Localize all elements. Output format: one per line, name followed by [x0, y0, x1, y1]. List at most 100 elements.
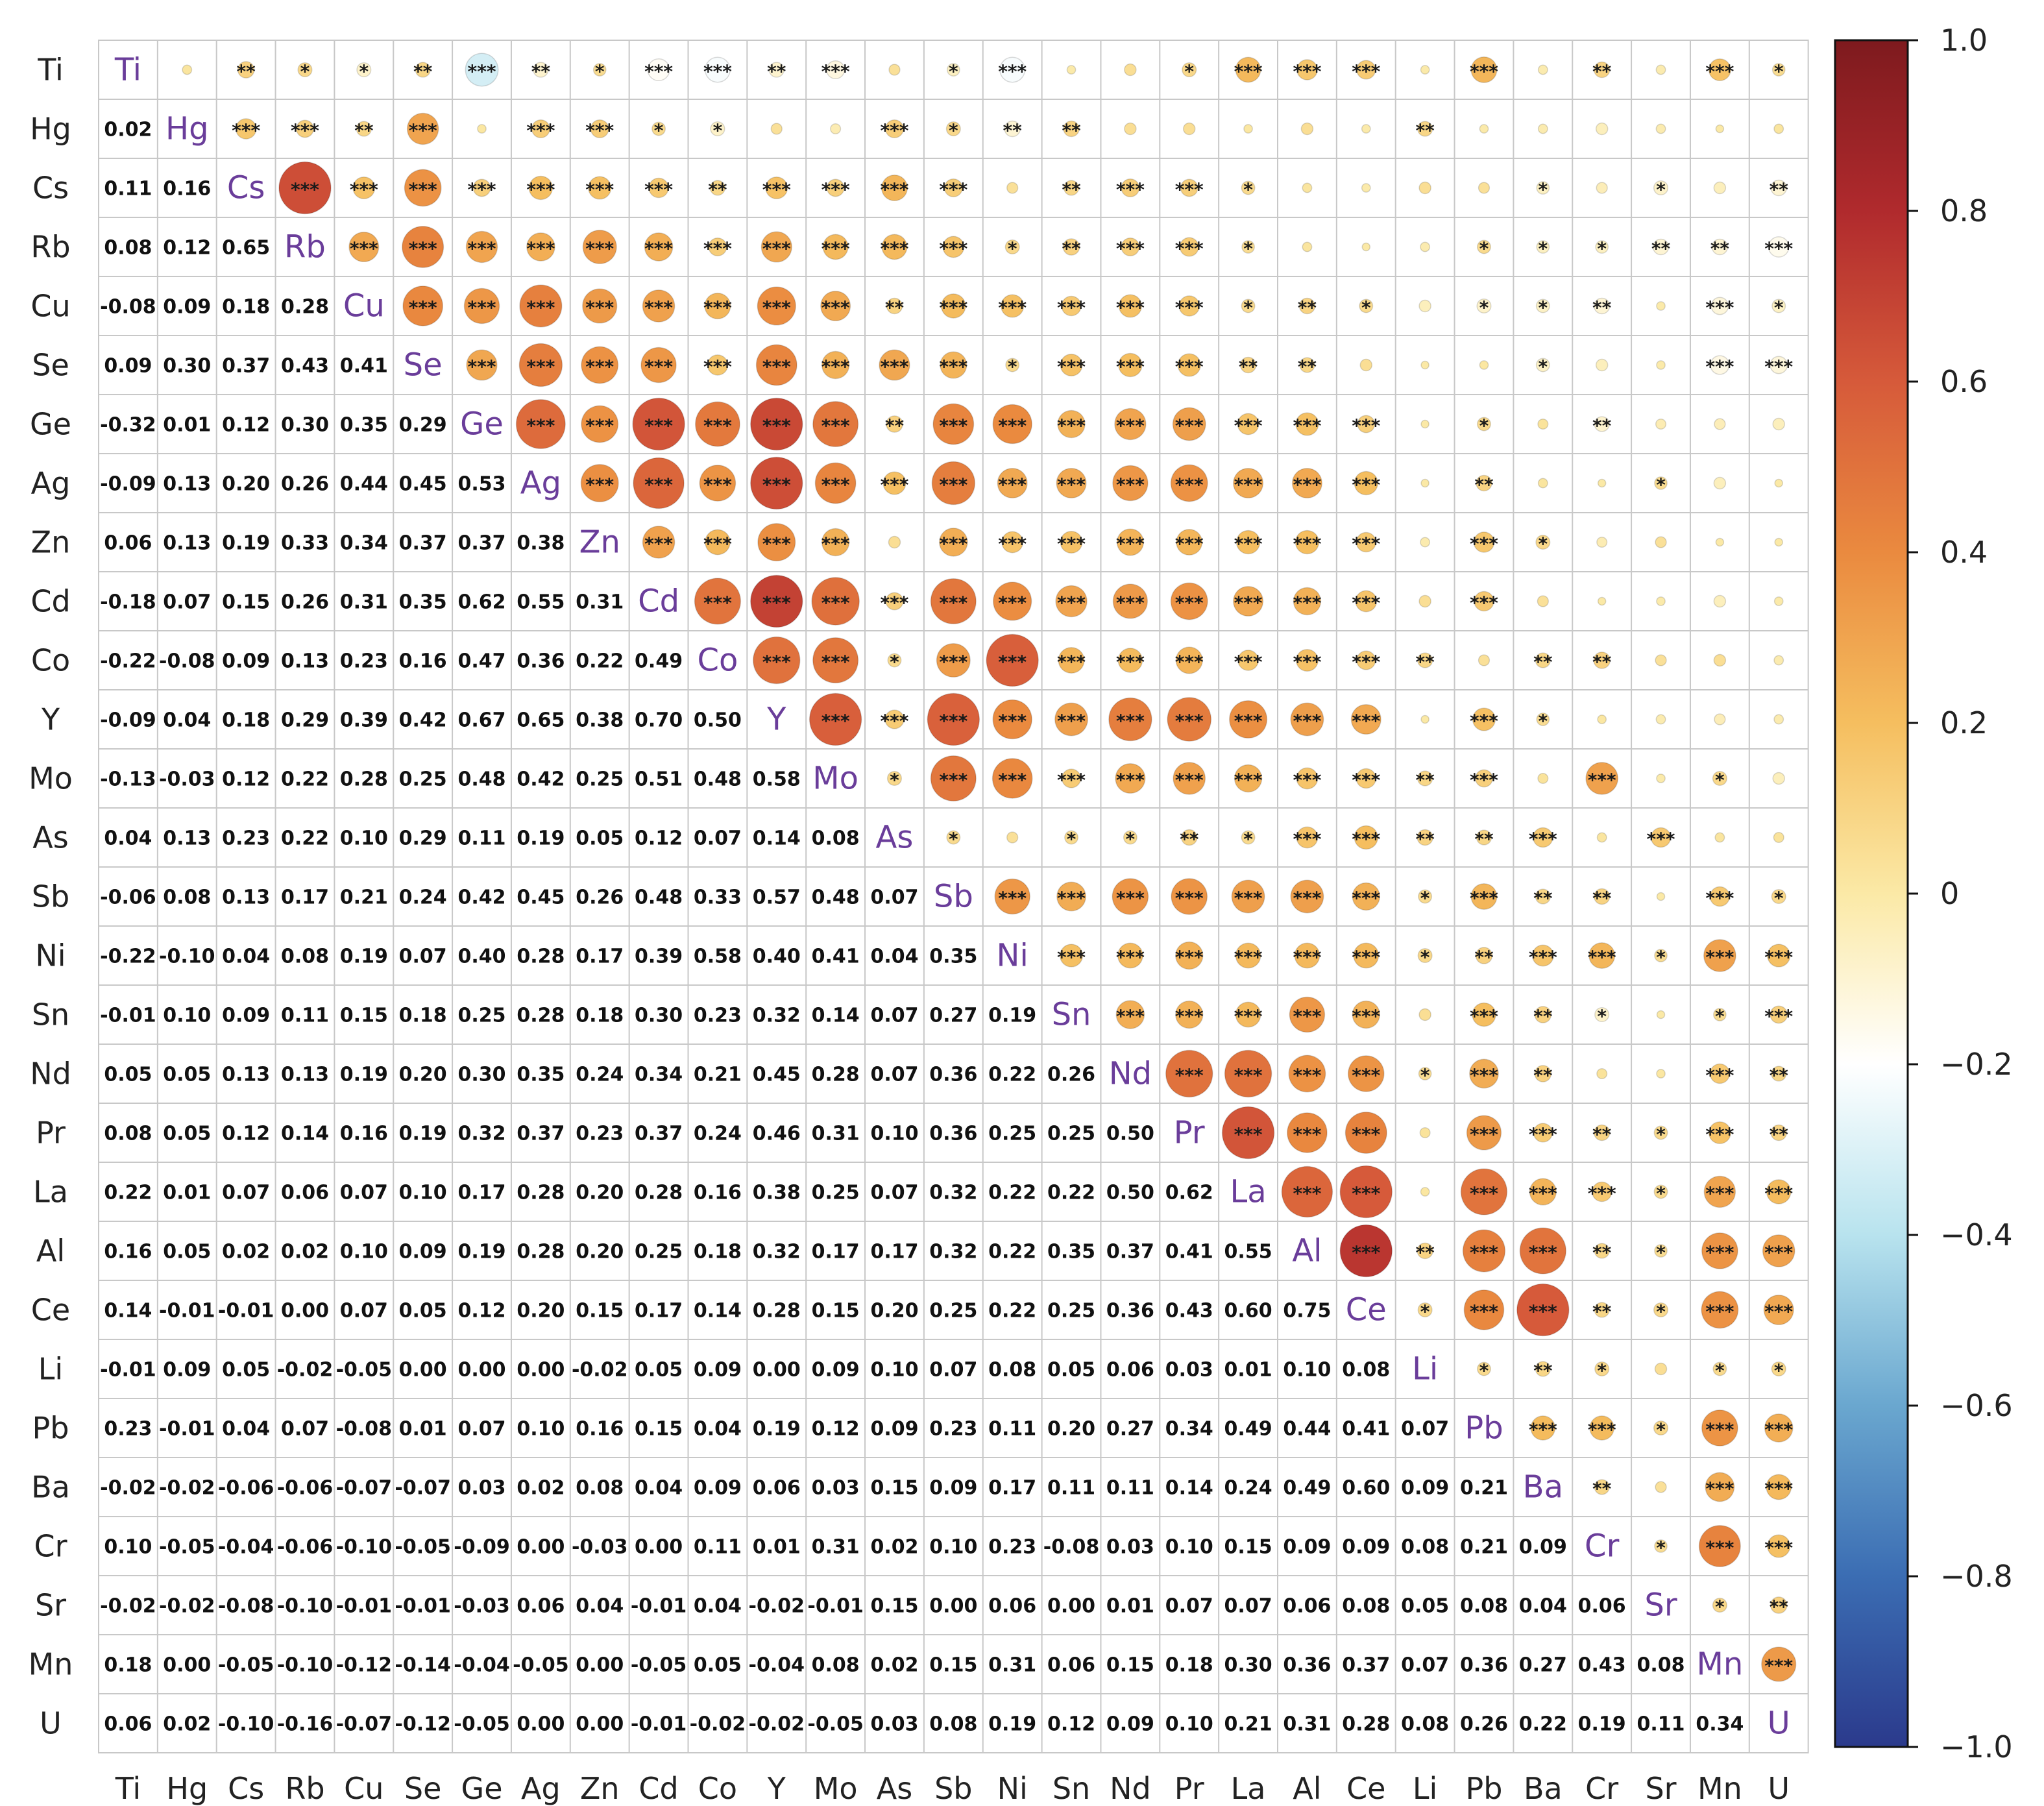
cell-value-Pb-Zn: 0.16 [576, 1418, 624, 1441]
corr-circle-Pr-Li [1419, 1127, 1431, 1139]
row-label-Ag: Ag [31, 466, 71, 501]
cell-value-Pr-Ge: 0.32 [458, 1123, 506, 1145]
cell-value-Pr-Sb: 0.36 [929, 1123, 977, 1145]
corr-circle-Ti-Al [1296, 59, 1318, 80]
corr-circle-Cu-Sb [940, 293, 966, 319]
corr-circle-Zn-Mn [1715, 537, 1725, 547]
cell-value-Ce-Pr: 0.43 [1165, 1300, 1213, 1323]
significance-stars-Sb-Nd: *** [1116, 888, 1145, 909]
corr-circle-Nd-Ba [1534, 1065, 1552, 1082]
corr-circle-Zn-Sb [938, 528, 968, 557]
cell-value-Pb-Cu: -0.08 [336, 1418, 392, 1441]
significance-stars-Zn-Cd: *** [644, 533, 673, 555]
significance-stars-Cs-Se: *** [409, 179, 437, 201]
significance-stars-Zn-Pr: *** [1175, 533, 1204, 555]
significance-stars-Y-Ce: *** [1352, 711, 1380, 732]
significance-stars-Y-As: *** [881, 711, 909, 732]
significance-stars-Nd-Pb: *** [1470, 1065, 1498, 1086]
cell-value-As-Hg: 0.13 [163, 827, 211, 850]
significance-stars-Cs-Nd: *** [1116, 179, 1145, 201]
cell-value-Al-Co: 0.18 [694, 1241, 742, 1263]
significance-stars-Nd-Al: *** [1293, 1065, 1321, 1086]
cell-value-U-Mo: -0.05 [807, 1713, 863, 1736]
significance-stars-Cd-Nd: *** [1116, 592, 1145, 614]
cell-value-Sn-Se: 0.18 [399, 1005, 447, 1027]
corr-circle-Cs-Co [709, 180, 726, 196]
significance-stars-Co-Ba: ** [1533, 652, 1553, 673]
corr-circle-Zn-La [1235, 530, 1261, 555]
significance-stars-Se-Nd: *** [1116, 356, 1145, 378]
cell-value-Sb-Co: 0.33 [694, 886, 742, 909]
corr-circle-Cr-Sr [1654, 1539, 1668, 1553]
cell-value-Y-Cs: 0.18 [222, 709, 270, 732]
corr-circle-La-Ba [1529, 1178, 1557, 1206]
cell-value-Cu-Cs: 0.18 [222, 296, 270, 319]
significance-stars-Hg-Ag: *** [526, 120, 555, 141]
cell-value-Ni-Rb: 0.08 [281, 946, 329, 968]
corr-circle-Cs-Ba [1536, 181, 1550, 195]
cell-value-Co-Rb: 0.13 [281, 650, 329, 673]
corr-circle-Zn-Ce [1356, 531, 1377, 553]
corr-circle-Ge-Pb [1477, 417, 1491, 432]
cell-value-Sb-Hg: 0.08 [163, 886, 211, 909]
significance-stars-Ti-Cd: *** [644, 61, 673, 82]
significance-stars-Cr-Sr: * [1656, 1537, 1666, 1559]
significance-stars-Cu-Mn: *** [1705, 297, 1734, 319]
corr-circle-Zn-Ni [1001, 531, 1024, 554]
corr-circle-Mo-Sn [1061, 768, 1082, 788]
cell-value-Pb-Rb: 0.07 [281, 1418, 329, 1441]
corr-circle-Ag-As [882, 471, 906, 495]
column-label-Ni: Ni [997, 1771, 1028, 1806]
corr-circle-Co-La [1237, 650, 1259, 671]
corr-circle-Li-Cr [1594, 1361, 1610, 1377]
corr-circle-Sn-U [1770, 1005, 1788, 1024]
corr-circle-Hg-Co [710, 121, 725, 137]
corr-circle-Ge-Pr [1172, 407, 1206, 441]
significance-stars-Mo-Ni: *** [998, 770, 1027, 791]
corr-circle-Hg-Pr [1182, 122, 1196, 136]
cell-value-Al-Cs: 0.02 [222, 1241, 270, 1263]
cell-value-Co-Cd: 0.49 [635, 650, 683, 673]
corr-circle-Hg-Ba [1537, 123, 1548, 134]
cell-value-Pr-Se: 0.19 [399, 1123, 447, 1145]
cell-value-Sn-Ag: 0.28 [517, 1005, 565, 1027]
cell-value-Li-Al: 0.10 [1283, 1359, 1331, 1382]
corr-circle-Ba-Mn [1705, 1472, 1735, 1502]
corr-circle-Co-Ce [1356, 650, 1376, 670]
diagonal-label-Co: Co [697, 642, 738, 679]
cell-value-Y-Cd: 0.70 [635, 709, 683, 732]
cell-value-Mn-Sr: 0.08 [1637, 1654, 1685, 1677]
cell-value-Sb-Zn: 0.26 [576, 886, 624, 909]
significance-stars-Ag-Al: *** [1293, 474, 1321, 496]
corr-circle-Hg-Mn [1715, 124, 1725, 134]
cell-value-Mo-Cd: 0.51 [635, 768, 683, 791]
corr-circle-Rb-Mo [822, 234, 849, 260]
cell-value-La-Nd: 0.50 [1106, 1182, 1154, 1204]
corr-circle-Cd-Sn [1055, 585, 1088, 618]
cell-value-Cr-Pb: 0.21 [1460, 1536, 1508, 1559]
cell-value-U-Cu: -0.07 [336, 1713, 392, 1736]
significance-stars-La-Sr: * [1656, 1183, 1666, 1204]
cell-value-Cr-Zn: -0.03 [572, 1536, 627, 1559]
cell-value-U-Hg: 0.02 [163, 1713, 211, 1736]
cell-value-Ce-Sn: 0.25 [1047, 1300, 1095, 1323]
row-label-Al: Al [36, 1234, 65, 1269]
cell-value-Pr-Cd: 0.37 [635, 1123, 683, 1145]
cell-value-Cd-Cu: 0.31 [340, 591, 388, 614]
significance-stars-Nd-Li: * [1420, 1065, 1430, 1086]
cell-value-Sr-Cu: -0.01 [336, 1595, 392, 1618]
significance-stars-Pr-Pb: *** [1470, 1124, 1498, 1145]
row-label-Sb: Sb [32, 879, 69, 914]
cell-value-As-Ti: 0.04 [104, 827, 152, 850]
row-label-Pb: Pb [32, 1411, 69, 1446]
significance-stars-Co-Cr: ** [1592, 652, 1612, 673]
cell-value-Pr-Ag: 0.37 [517, 1123, 565, 1145]
significance-stars-Rb-Cr: * [1597, 238, 1607, 260]
cell-value-Ni-Cs: 0.04 [222, 946, 270, 968]
cell-value-Se-Cs: 0.37 [222, 355, 270, 378]
corr-circle-Pr-Al [1287, 1112, 1328, 1153]
significance-stars-Cs-Sn: ** [1062, 179, 1081, 201]
corr-circle-Zn-Pr [1176, 528, 1203, 556]
cell-value-Sb-Cu: 0.21 [340, 886, 388, 909]
significance-stars-Pr-La: *** [1234, 1124, 1263, 1145]
